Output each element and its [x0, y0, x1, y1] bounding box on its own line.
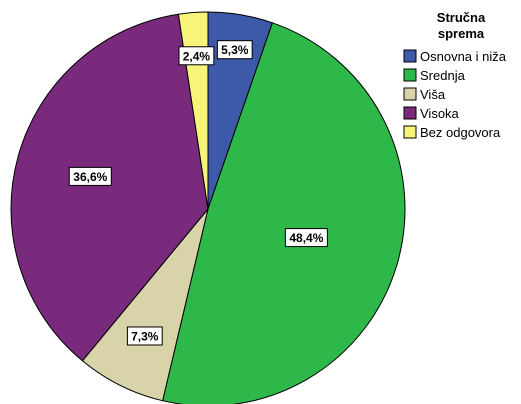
data-label-text: 48,4%	[289, 231, 323, 245]
legend: Stručna sprema Osnovna i niža Srednja Viša…	[403, 10, 507, 140]
data-label-visoka: 36,6%	[68, 166, 112, 186]
legend-item-bez-odgovora: Bez odgovora	[403, 125, 501, 140]
data-label-text: 7,3%	[131, 329, 159, 343]
data-label-text: 5,3%	[221, 43, 249, 57]
legend-label: Visoka	[420, 106, 460, 121]
pie-slice-srednja	[162, 22, 406, 404]
legend-swatch	[403, 49, 417, 63]
data-label-box	[68, 166, 112, 186]
legend-title-line-1: Stručna	[437, 10, 486, 25]
pie-data-labels: 5,3% 48,4% 7,3% 36,6% 2,4%	[68, 40, 328, 346]
data-label-text: 36,6%	[73, 170, 107, 184]
legend-item-visoka: Visoka	[403, 106, 460, 121]
data-label-box	[178, 46, 215, 66]
legend-item-srednja: Srednja	[403, 68, 466, 83]
legend-label: Viša	[420, 87, 446, 102]
legend-title-line-2: sprema	[438, 26, 485, 41]
data-label-visa: 7,3%	[126, 326, 163, 346]
data-label-srednja: 48,4%	[284, 228, 328, 248]
legend-swatch	[403, 87, 417, 101]
legend-item-visa: Viša	[403, 87, 446, 102]
data-label-bez-odgovora: 2,4%	[178, 46, 215, 66]
legend-swatch	[403, 125, 417, 139]
data-label-box	[126, 326, 163, 346]
legend-swatch	[403, 68, 417, 82]
data-label-box	[216, 40, 253, 60]
pie-slices	[10, 11, 406, 404]
legend-label: Srednja	[420, 68, 466, 83]
data-label-text: 2,4%	[183, 49, 211, 63]
pie-slice-visoka	[10, 13, 209, 362]
legend-label: Bez odgovora	[420, 125, 501, 140]
legend-label: Osnovna i niža	[420, 49, 507, 64]
legend-item-osnovna-i-niza: Osnovna i niža	[403, 49, 507, 64]
legend-items: Osnovna i niža Srednja Viša Visoka Bez odgov…	[403, 49, 507, 140]
data-label-osnovna-i-niza: 5,3%	[216, 40, 253, 60]
data-label-box	[284, 228, 328, 248]
legend-swatch	[403, 106, 417, 120]
